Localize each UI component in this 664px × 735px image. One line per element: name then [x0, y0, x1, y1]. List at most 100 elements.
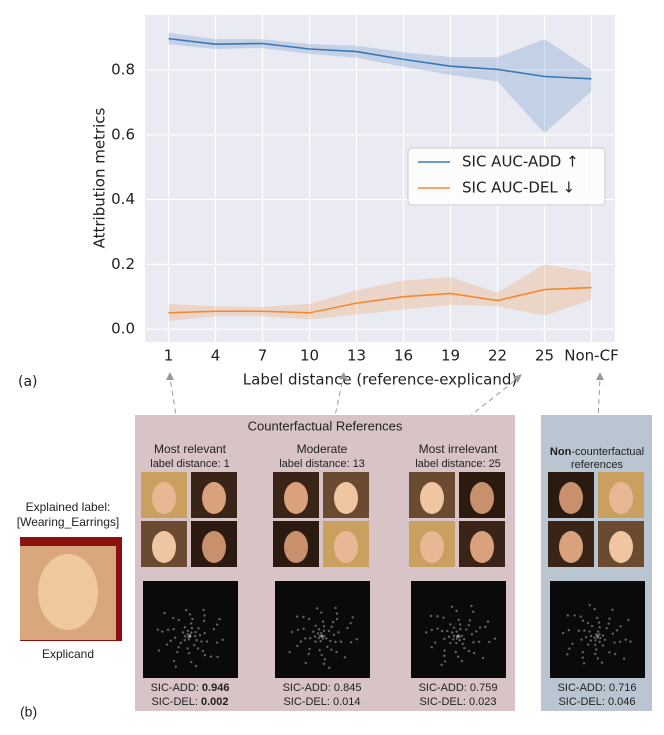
attribution-speck: [174, 665, 178, 668]
attribution-speck: [443, 660, 447, 663]
sic-del-label: SIC-DEL:: [283, 696, 329, 708]
reference-face: [420, 531, 444, 563]
attribution-speck: [605, 626, 608, 630]
attribution-speck: [589, 634, 593, 638]
attribution-speck: [429, 614, 433, 618]
attribution-speck: [314, 624, 317, 627]
sic-del-value: 0.023: [469, 696, 497, 708]
sic-add: SIC-ADD: 0.716: [558, 682, 637, 694]
explained-label: [Wearing_Earrings]: [17, 515, 120, 529]
attribution-speck: [451, 631, 454, 634]
attribution-speck: [318, 649, 321, 652]
attribution-speck: [191, 617, 194, 621]
reference-face: [202, 531, 226, 563]
attribution-speck: [601, 644, 605, 647]
attribution-speck: [593, 636, 596, 639]
attribution-speck: [186, 647, 189, 650]
noncf-title-line2: references: [571, 459, 623, 471]
attribution-speck: [584, 636, 588, 639]
attribution-speck: [601, 634, 605, 637]
attribution-speck: [216, 655, 219, 659]
attribution-speck: [194, 630, 197, 634]
attribution-speck: [329, 639, 332, 643]
attribution-speck: [187, 651, 191, 655]
attribution-speck: [568, 647, 571, 650]
panel-b: Counterfactual References Explained labe…: [17, 415, 652, 720]
attribution-speck: [571, 642, 574, 646]
attribution-speck: [566, 653, 569, 656]
attribution-speck: [436, 615, 439, 618]
attribution-speck: [194, 664, 198, 668]
attribution-speck: [593, 607, 596, 611]
attribution-speck: [349, 641, 353, 644]
arrowhead: [166, 372, 174, 380]
panel-label: (b): [20, 704, 37, 720]
attribution-speck: [470, 604, 473, 608]
x-axis-label: Label distance (reference-explicand): [243, 371, 517, 389]
attribution-speck: [430, 646, 434, 649]
explicand-face: [38, 554, 98, 630]
attribution-speck: [472, 610, 475, 613]
attribution-speck: [611, 608, 614, 611]
reference-face: [609, 482, 633, 514]
attribution-speck: [156, 628, 159, 631]
sic-add-label: SIC-ADD:: [419, 682, 467, 694]
attribution-speck: [313, 635, 317, 638]
attribution-speck: [179, 641, 183, 645]
attribution-speck: [173, 636, 177, 639]
attribution-speck: [596, 630, 600, 633]
y-tick-label: 0.2: [111, 255, 135, 273]
chart-a: Attribution metrics Label distance (refe…: [18, 15, 619, 390]
sic-add-label: SIC-ADD:: [283, 682, 331, 694]
attribution-speck: [460, 659, 464, 663]
attribution-speck: [190, 626, 194, 630]
attribution-speck: [183, 639, 187, 642]
reference-face: [284, 531, 308, 563]
attribution-speck: [335, 612, 339, 615]
attribution-speck: [198, 634, 202, 637]
group-subtitle: label distance: 13: [279, 458, 365, 470]
attribution-speck: [343, 656, 347, 659]
attribution-speck: [443, 649, 446, 652]
attribution-speck: [436, 627, 439, 630]
arrowhead: [596, 372, 604, 380]
attribution-speck: [218, 617, 221, 621]
attribution-speck: [196, 647, 200, 650]
sic-del: SIC-DEL: 0.023: [419, 696, 496, 708]
attribution-speck: [581, 656, 584, 659]
attribution-speck: [183, 626, 187, 629]
attribution-speck: [185, 608, 188, 612]
attribution-speck: [351, 616, 354, 619]
attribution-speck: [330, 625, 333, 629]
attribution-speck: [322, 634, 326, 638]
reference-face: [559, 531, 583, 563]
attribution-speck: [317, 636, 320, 640]
attribution-speck: [455, 637, 459, 640]
attribution-speck: [473, 651, 476, 655]
attribution-speck: [319, 640, 322, 643]
group-title: Most relevant: [154, 442, 227, 456]
sic-del: SIC-DEL: 0.002: [151, 696, 228, 708]
noncf-title-rest: -counterfactual: [571, 446, 644, 458]
attribution-speck: [172, 616, 175, 620]
attribution-speck: [573, 614, 576, 617]
attribution-speck: [579, 615, 582, 618]
attribution-speck: [307, 617, 311, 621]
explicand-caption: Explicand: [42, 647, 94, 661]
attribution-speck: [157, 649, 161, 652]
group-subtitle: label distance: 1: [150, 458, 230, 470]
attribution-speck: [321, 620, 325, 623]
attribution-speck: [355, 638, 359, 641]
y-tick-label: 0.8: [111, 61, 135, 79]
attribution-speck: [442, 616, 445, 619]
attribution-speck: [597, 621, 601, 624]
attribution-speck: [454, 650, 458, 654]
attribution-speck: [321, 637, 325, 640]
noncf-title-bold: Non: [550, 446, 572, 458]
sic-del-label: SIC-DEL:: [151, 696, 197, 708]
attribution-speck: [440, 663, 443, 667]
sic-del-value: 0.014: [333, 696, 361, 708]
sic-del-value: 0.002: [201, 696, 229, 708]
attribution-speck: [190, 622, 193, 625]
attribution-speck: [594, 639, 597, 642]
